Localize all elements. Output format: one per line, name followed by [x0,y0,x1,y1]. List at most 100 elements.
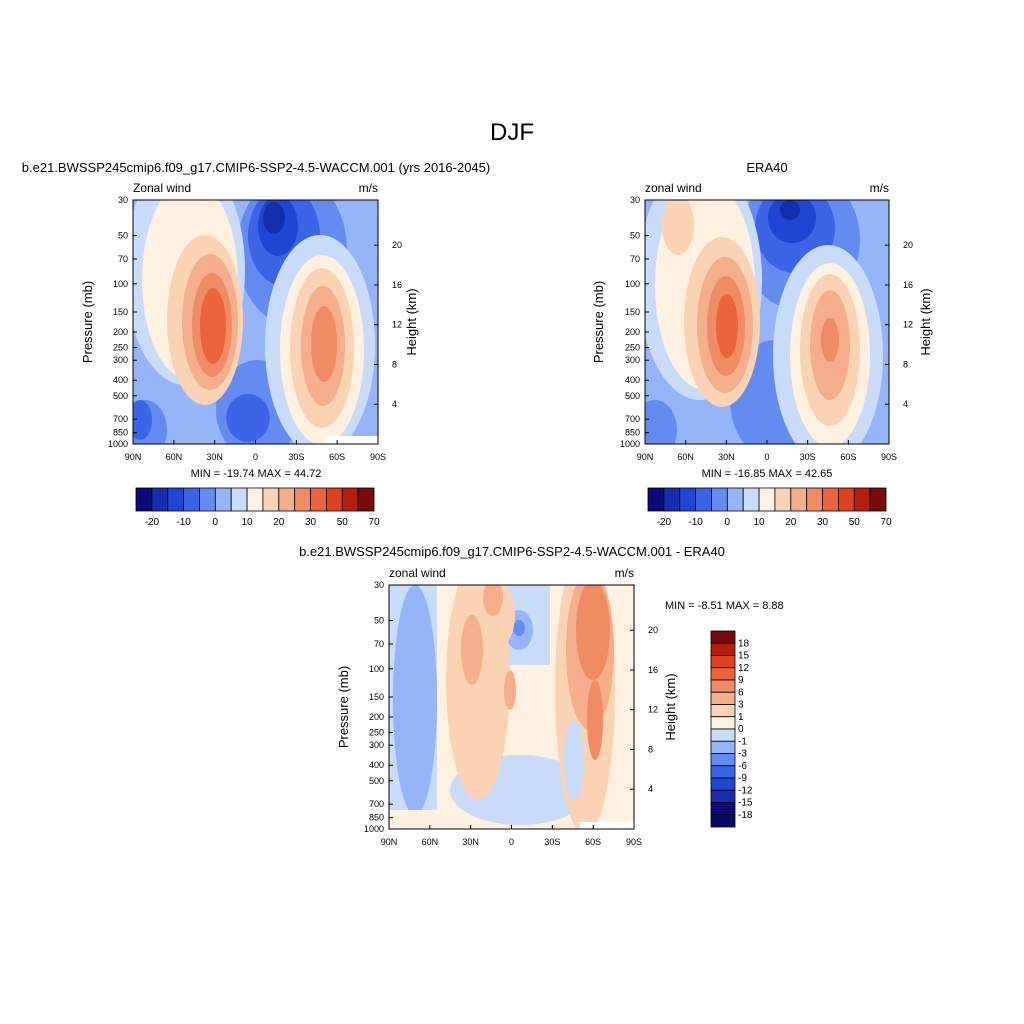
y-tick-label: 300 [113,355,128,365]
y-tick-label: 400 [113,375,128,385]
colorbar-swatch [151,487,169,512]
colorbar-swatch [806,487,823,512]
y-tick-label: 150 [369,692,384,702]
y-tick-label: 250 [625,343,640,353]
y-tick-label: 850 [369,813,384,823]
colorbar-swatch [869,487,887,512]
contour-band [576,585,610,680]
y-right-tick-label: 4 [392,399,397,409]
min-max-stats: MIN = -16.85 MAX = 42.65 [702,468,833,480]
y-tick-label: 700 [369,799,384,809]
y-tick-label: 70 [118,254,128,264]
y-tick-label: 300 [625,355,640,365]
x-tick-label: 60N [677,452,694,462]
contour-band [389,810,439,829]
y-right-tick-label: 4 [648,784,653,794]
colorbar-label: -20 [657,517,672,528]
x-tick-label: 60N [422,837,439,847]
y-tick-label: 1000 [108,439,128,449]
colorbar-label: -12 [738,785,753,796]
colorbar-label: 0 [213,517,219,528]
contour-band [263,202,285,234]
y-tick-label: 200 [625,327,640,337]
y-tick-label: 50 [630,231,640,241]
colorbar-swatch [742,487,760,512]
colorbar-label: -10 [176,517,191,528]
colorbar-label: 50 [849,517,861,528]
y-tick-label: 500 [625,391,640,401]
panel-title: b.e21.BWSSP245cmip6.f09_g17.CMIP6-SSP2-4… [299,544,725,559]
x-tick-label: 30N [206,452,223,462]
y-right-tick-label: 20 [903,240,913,250]
y-tick-label: 300 [369,740,384,750]
y-tick-label: 50 [118,231,128,241]
x-axis: 90N 60N 30N 0 30S 60S 90S [381,825,642,847]
y-tick-label: 200 [369,712,384,722]
colorbar-swatch [310,487,327,512]
colorbar-label: 0 [738,724,744,735]
y-tick-label: 100 [625,279,640,289]
colorbar-swatch [325,487,343,512]
colorbar-label: -20 [145,517,160,528]
colorbar-swatch [135,487,153,512]
colorbar-swatch [663,487,681,512]
colorbar-swatch [838,487,855,512]
colorbar-label: 70 [368,517,380,528]
y-tick-label: 250 [113,343,128,353]
y-tick-label: 850 [113,428,128,438]
colorbar-label: 18 [738,638,750,649]
colorbar-label: 70 [880,517,892,528]
colorbar-label: 10 [754,517,766,528]
colorbar-label: 50 [337,517,349,528]
colorbar-label: -1 [738,736,747,747]
x-tick-label: 90N [381,837,398,847]
colorbar-swatch [647,487,665,512]
colorbar-swatch [774,487,792,512]
x-tick-label: 90S [881,452,897,462]
y-tick-label: 400 [369,760,384,770]
contour-band [226,394,270,442]
y-tick-label: 150 [625,307,640,317]
y-tick-label: 1000 [620,439,640,449]
colorbar-swatch [294,487,311,512]
x-tick-label: 60S [585,837,601,847]
colorbar-swatch [183,487,200,512]
colorbar-swatch [710,630,736,644]
contour-band [780,200,800,220]
figure-title: DJF [490,119,534,146]
colorbar: -20 -10 0 10 20 30 50 70 [647,487,892,528]
colorbar-swatch [214,487,232,512]
y-tick-label: 100 [113,279,128,289]
colorbar-label: 20 [785,517,797,528]
colorbar-swatch [710,642,736,656]
colorbar-swatch [710,777,736,791]
colorbar-label: 20 [273,517,285,528]
contour-band [768,200,816,243]
contour-band [587,680,603,760]
min-max-stats: MIN = -8.51 MAX = 8.88 [665,600,784,612]
colorbar-label: -18 [738,810,753,821]
colorbar-swatch [357,487,375,512]
y-tick-label: 100 [369,664,384,674]
colorbar-swatch [710,704,736,718]
y-tick-label: 70 [374,639,384,649]
y-axis-right: 20 16 12 8 4 [374,240,402,409]
panel-left-label: zonal wind [645,181,702,195]
colorbar-swatch [710,765,736,779]
colorbar-swatch [710,728,736,742]
contour-band [133,400,152,440]
min-max-stats: MIN = -19.74 MAX = 44.72 [191,468,322,480]
x-tick-label: 60S [840,452,856,462]
colorbar-swatch [341,487,359,512]
y-axis-right-label: Height (km) [663,673,678,740]
colorbar-label: 9 [738,675,744,686]
y-tick-label: 150 [113,307,128,317]
x-tick-label: 60N [166,452,183,462]
y-axis-label: Pressure (mb) [591,281,606,363]
colorbar-swatch [710,667,736,681]
